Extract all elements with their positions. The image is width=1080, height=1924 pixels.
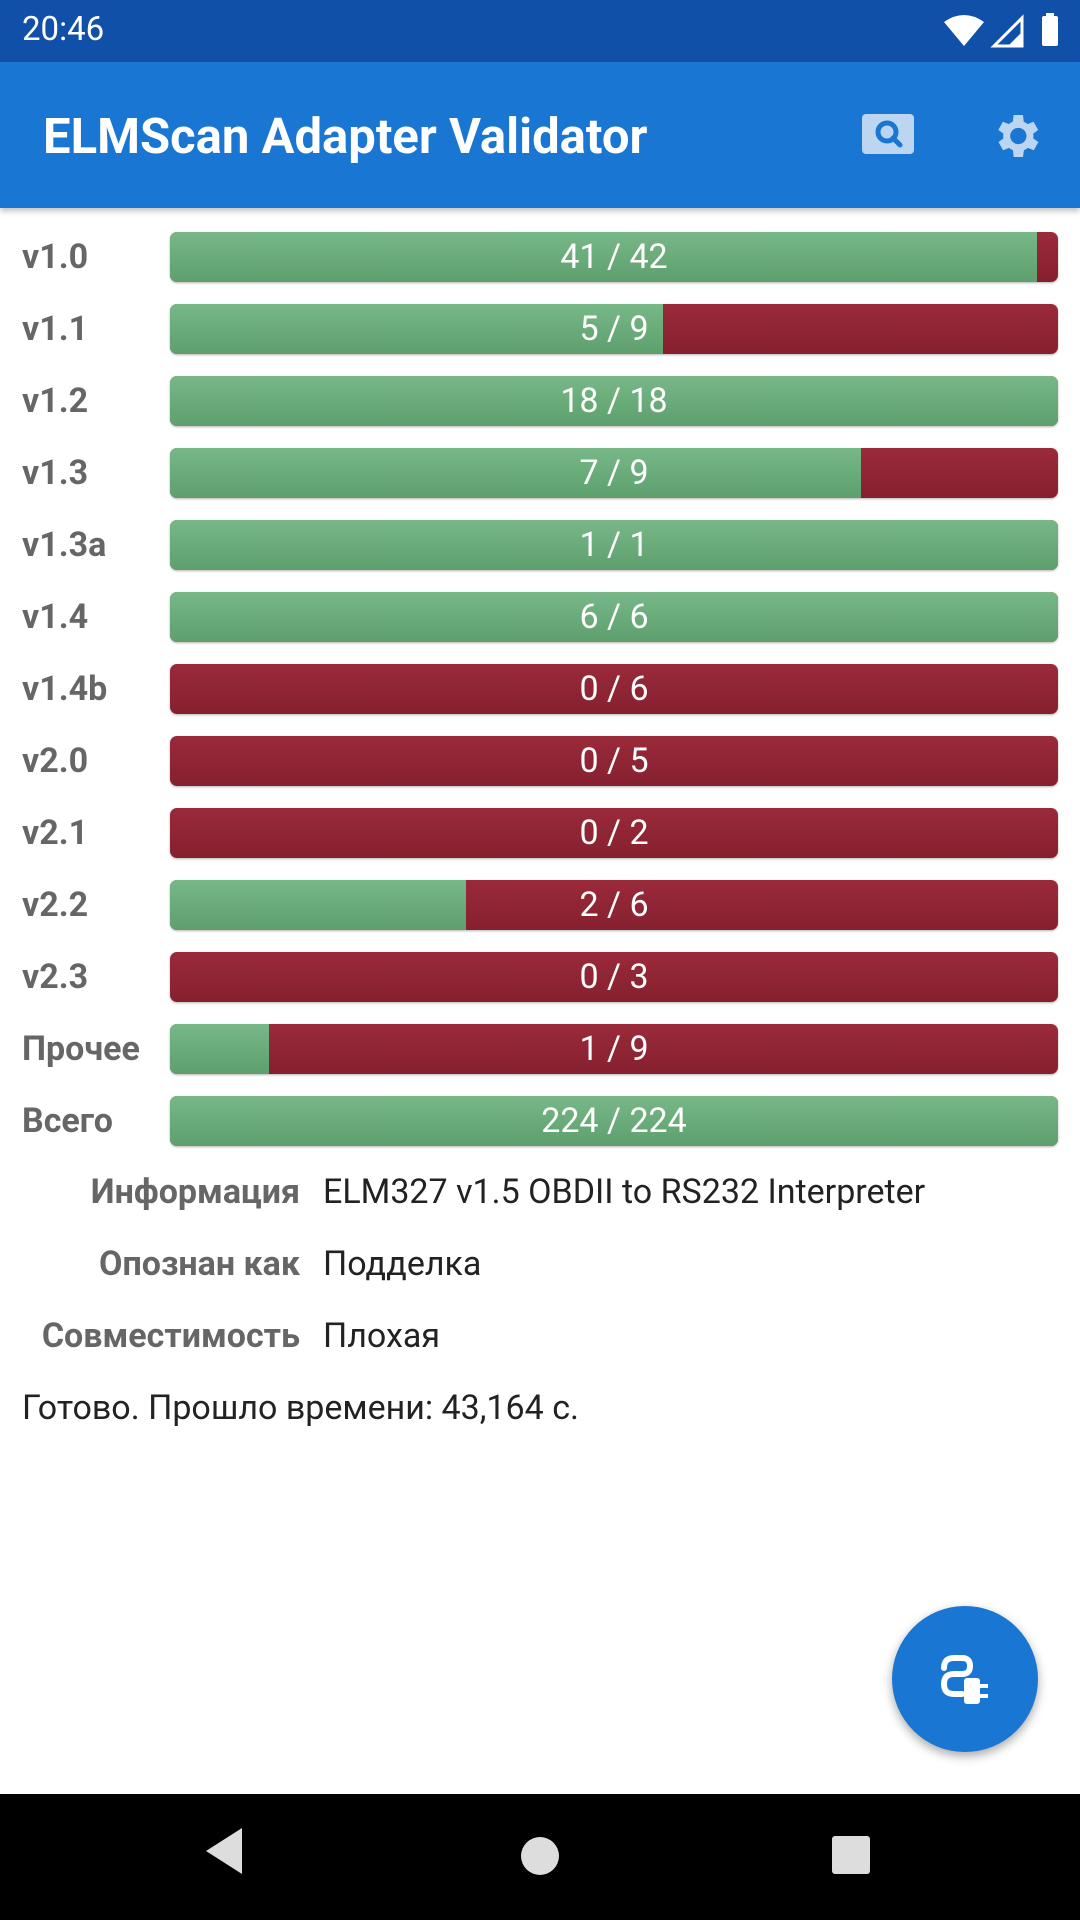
nav-buttons — [206, 1828, 870, 1875]
info-value: ELM327 v1.5 OBDII to RS232 Interpreter — [323, 1172, 926, 1212]
passed-fill — [170, 448, 861, 498]
result-text: 1 / 1 — [579, 525, 649, 565]
status-text: Готово. Прошло времени: 43,164 с. — [22, 1388, 579, 1428]
passed-fill — [170, 232, 1037, 282]
result-bar: 2 / 6 — [170, 880, 1058, 930]
result-text: 6 / 6 — [579, 597, 649, 637]
result-text: 18 / 18 — [560, 381, 668, 421]
passed-fill — [170, 592, 1058, 642]
clock: 20:46 — [22, 10, 105, 49]
passed-fill — [170, 880, 466, 930]
row-label: v2.1 — [22, 813, 89, 853]
result-bar: 1 / 1 — [170, 520, 1058, 570]
result-text: 41 / 42 — [560, 237, 668, 277]
app-bar: ELMScan Adapter Validator — [0, 62, 1080, 208]
plug-icon — [940, 1655, 988, 1704]
info-value: Плохая — [323, 1316, 440, 1356]
status-icons — [944, 13, 1058, 48]
result-bar: 224 / 224 — [170, 1096, 1058, 1146]
result-text: 0 / 3 — [579, 957, 649, 997]
info-label: Совместимость — [41, 1316, 300, 1356]
row-label: v1.3 — [22, 453, 89, 493]
row-label: v1.2 — [22, 381, 89, 421]
status-bar: 20:46 — [0, 0, 1080, 62]
row-label: v2.3 — [22, 957, 89, 997]
passed-fill — [170, 376, 1058, 426]
result-bar: 0 / 3 — [170, 952, 1058, 1002]
result-bar: 41 / 42 — [170, 232, 1058, 282]
result-text: 0 / 2 — [579, 813, 649, 853]
result-bar: 0 / 5 — [170, 736, 1058, 786]
passed-fill — [170, 1024, 269, 1074]
connect-button[interactable] — [892, 1606, 1038, 1752]
row-label: v1.4 — [22, 597, 89, 637]
recents-button[interactable] — [832, 1836, 870, 1874]
result-bar: 5 / 9 — [170, 304, 1058, 354]
result-bar: 0 / 2 — [170, 808, 1058, 858]
result-bar: 18 / 18 — [170, 376, 1058, 426]
row-label: v1.1 — [22, 309, 89, 349]
row-label: v1.0 — [22, 237, 89, 277]
result-text: 7 / 9 — [579, 453, 649, 493]
passed-fill — [170, 1096, 1058, 1146]
info-label: Информация — [90, 1172, 300, 1212]
result-bar: 7 / 9 — [170, 448, 1058, 498]
result-text: 1 / 9 — [579, 1029, 649, 1069]
search-button[interactable] — [860, 110, 916, 160]
result-text: 0 / 6 — [579, 669, 649, 709]
back-button[interactable] — [206, 1828, 242, 1874]
passed-fill — [170, 304, 664, 354]
settings-button[interactable] — [988, 108, 1044, 164]
row-label: Всего — [22, 1101, 113, 1141]
row-label: v1.4b — [22, 669, 108, 709]
result-text: 5 / 9 — [579, 309, 649, 349]
passed-fill — [170, 520, 1058, 570]
info-value: Подделка — [323, 1244, 482, 1284]
home-button[interactable] — [521, 1837, 559, 1875]
result-text: 0 / 5 — [579, 741, 649, 781]
result-text: 2 / 6 — [579, 885, 649, 925]
result-bar: 6 / 6 — [170, 592, 1058, 642]
result-text: 224 / 224 — [541, 1101, 687, 1141]
info-label: Опознан как — [99, 1244, 300, 1284]
result-bar: 0 / 6 — [170, 664, 1058, 714]
row-label: v2.2 — [22, 885, 89, 925]
navigation-bar — [0, 1794, 1080, 1920]
row-label: v2.0 — [22, 741, 89, 781]
result-bar: 1 / 9 — [170, 1024, 1058, 1074]
row-label: v1.3a — [22, 525, 107, 565]
row-label: Прочее — [22, 1029, 140, 1069]
app-title: ELMScan Adapter Validator — [43, 108, 648, 165]
